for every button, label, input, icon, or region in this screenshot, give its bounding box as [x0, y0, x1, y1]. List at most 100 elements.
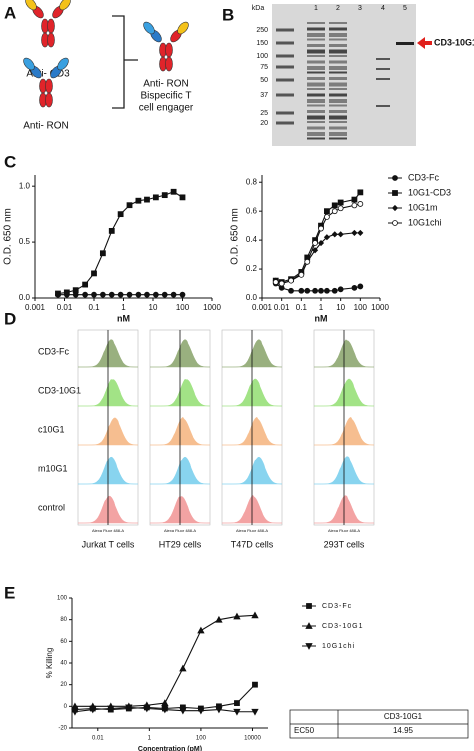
column-label: Jurkat T cells [82, 539, 135, 549]
marker [312, 247, 319, 254]
marker [288, 277, 294, 284]
gel [272, 4, 416, 146]
ladder-band [276, 54, 294, 58]
product-label: Bispecific T [141, 91, 192, 102]
x-tick-label: 100 [354, 303, 368, 312]
y-tick-label: 60 [60, 639, 67, 645]
y-axis-title: % Killing [45, 648, 54, 679]
axis-label: Alexa Fluor 488-A [236, 528, 268, 533]
panel-label: B [222, 5, 234, 24]
marker [161, 192, 168, 199]
lane-label: 5 [403, 5, 407, 12]
legend-label: CD3-Fc [322, 603, 352, 610]
gel-band [329, 33, 347, 37]
marker-label: 25 [260, 110, 268, 117]
x-tick-label: 0.1 [296, 303, 308, 312]
gel-band [307, 33, 325, 37]
marker [331, 202, 338, 209]
x-tick-label: 1 [121, 303, 126, 312]
marker [179, 664, 187, 672]
gel-band [307, 126, 325, 130]
ladder-band [276, 78, 294, 82]
gel-band [376, 58, 390, 60]
y-tick-label: -20 [58, 726, 67, 732]
lane-label: 3 [358, 5, 362, 12]
gel-band [329, 132, 347, 136]
gel-band [307, 77, 325, 80]
gel-band [329, 99, 347, 103]
antibody-domain [25, 0, 37, 11]
marker [117, 211, 124, 218]
gel-band [329, 71, 347, 74]
gel-unit: kDa [252, 5, 265, 12]
marker [89, 706, 97, 714]
axis-label: Alexa Fluor 488-A [164, 528, 196, 533]
marker [91, 270, 97, 277]
marker [161, 291, 168, 298]
y-tick-label: 20 [60, 682, 67, 688]
marker [288, 287, 294, 294]
product-label: cell engager [139, 103, 194, 114]
marker [351, 229, 358, 236]
gel-band [307, 49, 325, 54]
gel-band [329, 27, 347, 31]
y-tick-label: 0.0 [246, 293, 258, 302]
gel-band [307, 27, 325, 31]
marker [125, 704, 133, 712]
marker [107, 705, 115, 713]
x-tick-label: 1000 [371, 303, 389, 312]
marker [108, 228, 115, 234]
y-tick-label: 0.6 [246, 206, 258, 215]
antibody-domain [23, 57, 35, 71]
marker [215, 615, 223, 623]
marker [135, 291, 142, 298]
marker [135, 197, 142, 204]
marker [126, 202, 133, 209]
gel-band [376, 68, 390, 70]
marker [337, 231, 344, 238]
x-axis-title: Concentration (pM) [138, 746, 202, 751]
antibody-domain [45, 92, 53, 108]
marker [179, 291, 186, 298]
table-cell: 14.95 [393, 726, 414, 735]
x-tick-label: 1000 [203, 303, 221, 312]
gel-band [376, 105, 390, 107]
legend-label: 10G1-CD3 [408, 187, 451, 197]
gel-band [307, 93, 325, 97]
marker [305, 643, 313, 650]
gel-band [307, 115, 325, 120]
marker [357, 229, 364, 236]
marker [144, 291, 150, 298]
marker [152, 291, 159, 298]
gel-band [307, 55, 325, 57]
row-label: CD3-10G1 [38, 385, 81, 395]
marker [170, 291, 177, 298]
marker [318, 225, 324, 232]
marker [179, 194, 186, 201]
x-tick-label: 0.001 [252, 303, 273, 312]
gel-band [329, 104, 347, 107]
gel-band [307, 132, 325, 136]
gel-band [329, 77, 347, 80]
antibody-domain [47, 18, 55, 34]
marker [331, 231, 338, 238]
antibody-domain [57, 57, 69, 71]
gel-band [329, 55, 347, 57]
row-label: control [38, 502, 65, 512]
gel-band [329, 82, 347, 87]
gel-band [376, 78, 390, 80]
marker [337, 286, 344, 293]
marker [331, 208, 338, 215]
ladder-band [276, 111, 294, 115]
ladder-band [276, 121, 294, 125]
row-label: CD3-Fc [38, 346, 69, 356]
row-label: m10G1 [38, 463, 68, 473]
gel-band [307, 88, 325, 90]
band-label: CD3-10G1 [434, 37, 474, 47]
marker [323, 234, 330, 241]
x-tick-label: 0.1 [88, 303, 100, 312]
gel-band [329, 49, 347, 54]
marker [351, 196, 358, 203]
marker [91, 291, 97, 298]
gel-band [396, 42, 414, 45]
